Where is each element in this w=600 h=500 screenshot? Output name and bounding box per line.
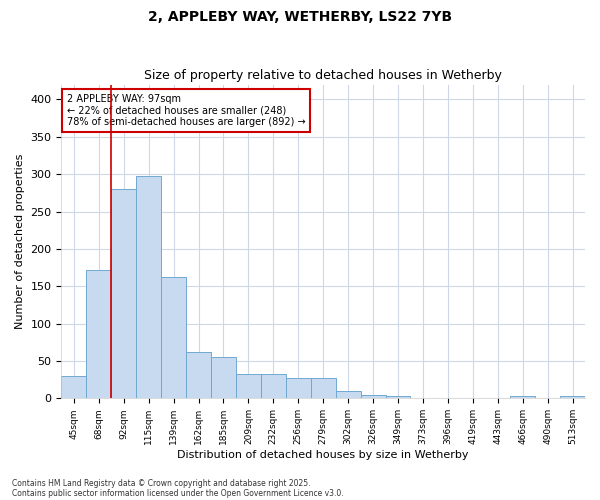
Title: Size of property relative to detached houses in Wetherby: Size of property relative to detached ho… — [144, 69, 502, 82]
Text: Contains HM Land Registry data © Crown copyright and database right 2025.: Contains HM Land Registry data © Crown c… — [12, 478, 311, 488]
Text: Contains public sector information licensed under the Open Government Licence v3: Contains public sector information licen… — [12, 488, 344, 498]
Bar — [560, 396, 585, 398]
Bar — [510, 396, 535, 398]
Bar — [61, 376, 86, 398]
Bar — [161, 276, 186, 398]
Bar — [86, 270, 111, 398]
Bar — [111, 189, 136, 398]
Bar — [311, 378, 335, 398]
Bar — [286, 378, 311, 398]
Bar — [335, 391, 361, 398]
Bar — [386, 396, 410, 398]
Bar — [361, 394, 386, 398]
Text: 2 APPLEBY WAY: 97sqm
← 22% of detached houses are smaller (248)
78% of semi-deta: 2 APPLEBY WAY: 97sqm ← 22% of detached h… — [67, 94, 305, 127]
Y-axis label: Number of detached properties: Number of detached properties — [15, 154, 25, 329]
Bar — [261, 374, 286, 398]
Bar — [136, 176, 161, 398]
Bar — [186, 352, 211, 399]
Bar — [236, 374, 261, 398]
Text: 2, APPLEBY WAY, WETHERBY, LS22 7YB: 2, APPLEBY WAY, WETHERBY, LS22 7YB — [148, 10, 452, 24]
Bar — [211, 358, 236, 399]
X-axis label: Distribution of detached houses by size in Wetherby: Distribution of detached houses by size … — [178, 450, 469, 460]
